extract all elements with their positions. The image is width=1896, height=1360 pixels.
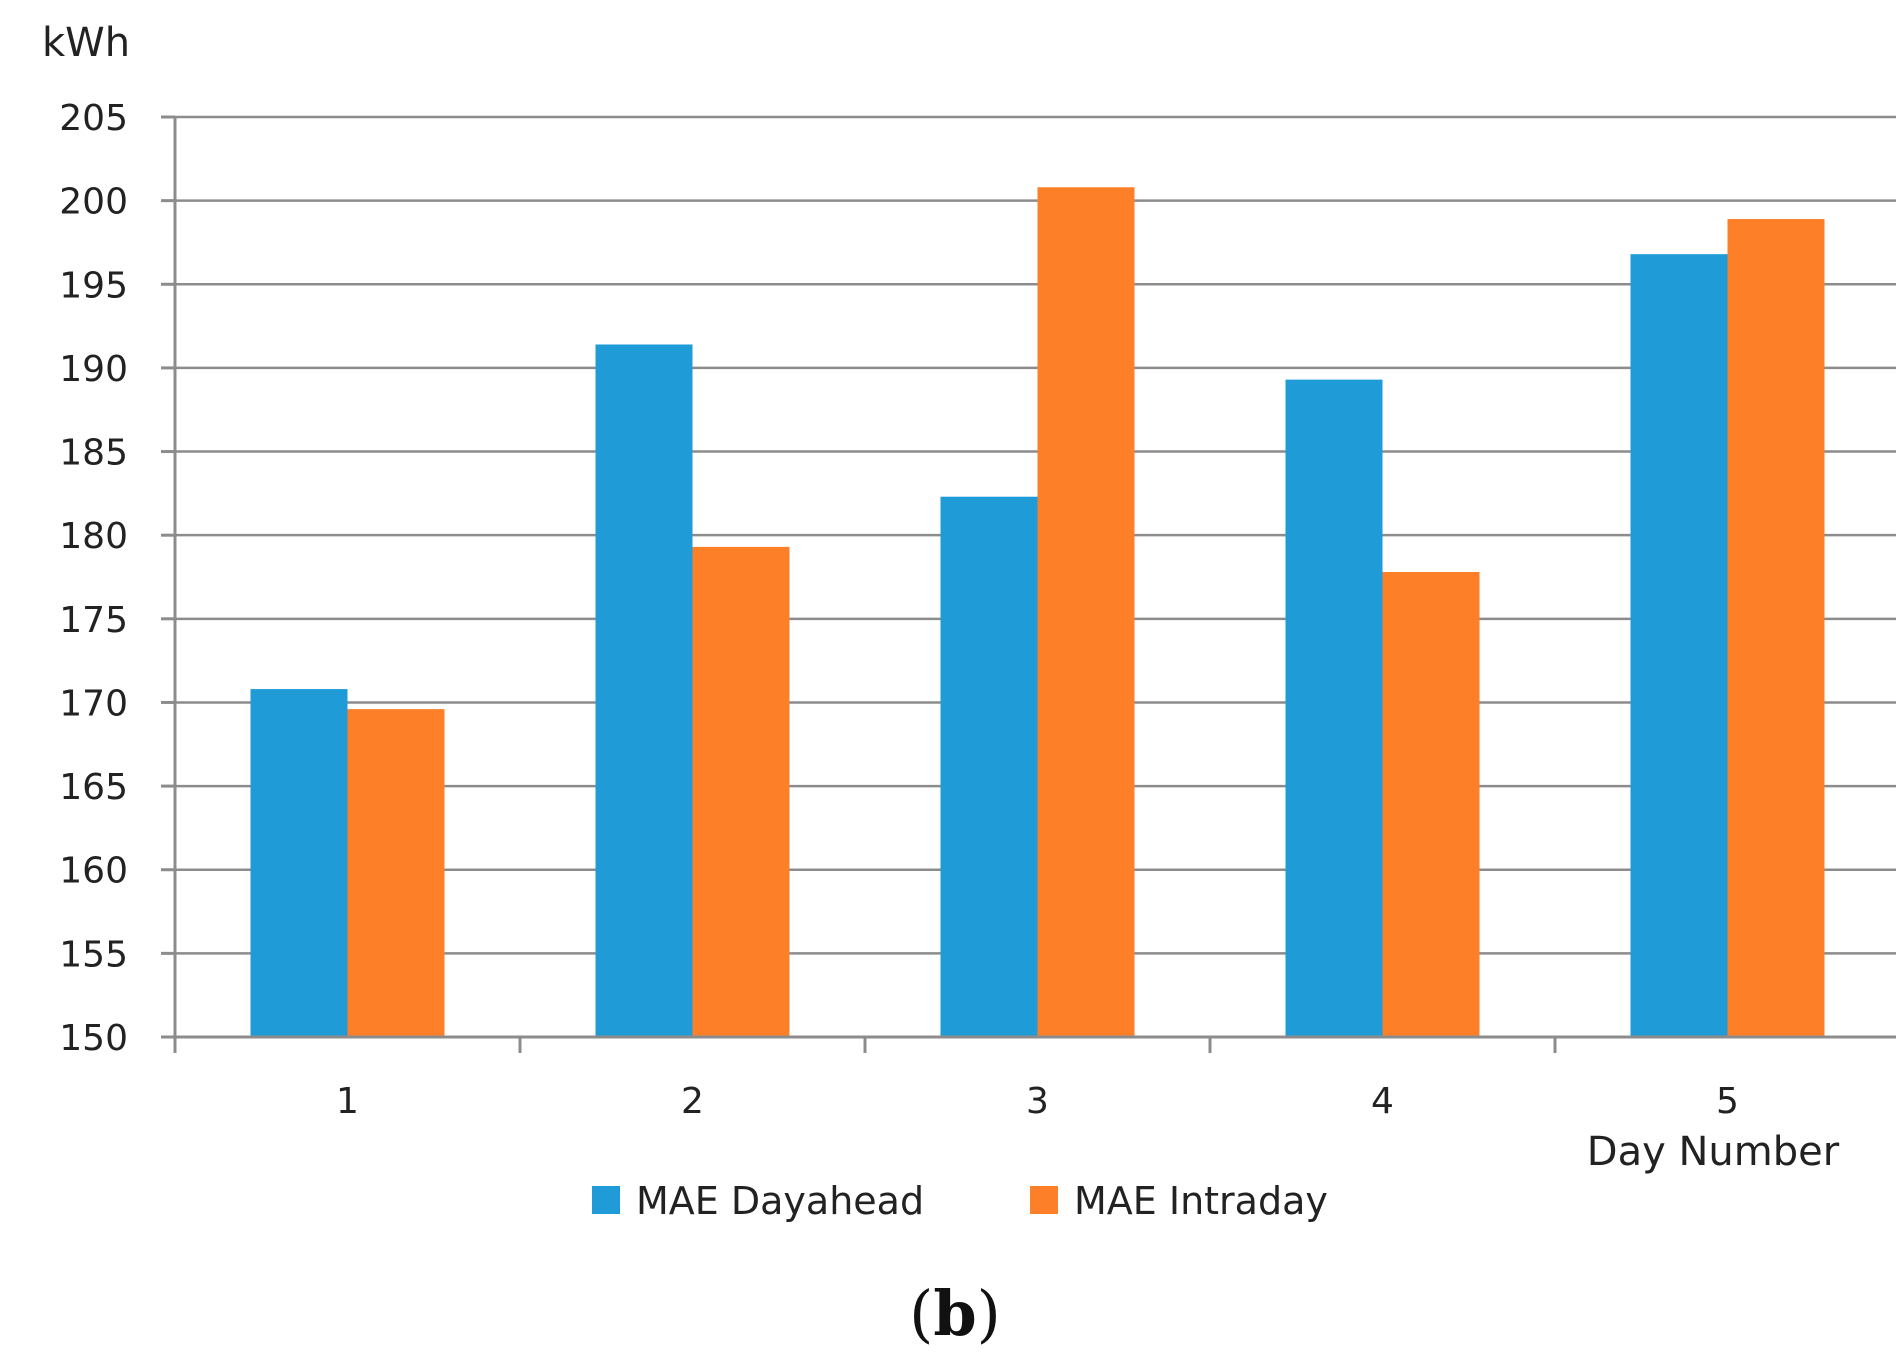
- x-tick-label: 3: [1026, 1081, 1049, 1122]
- bar-mae-dayahead-day-4: [1285, 379, 1383, 1038]
- y-tick-labels: 150 155 160 165 170 175 180 185 190 195 200 205: [59, 98, 128, 1059]
- bar-mae-intraday-day-1: [347, 709, 445, 1037]
- legend: MAE Dayahead MAE Intraday: [592, 1179, 1328, 1223]
- y-tick-label: 205: [59, 98, 128, 139]
- bar-mae-intraday-day-2: [692, 546, 790, 1037]
- x-tick-label: 2: [681, 1081, 704, 1122]
- y-tick-label: 170: [59, 683, 128, 724]
- y-tick-label: 190: [59, 349, 128, 390]
- legend-swatch-dayahead: [592, 1186, 620, 1214]
- bars: [250, 187, 1825, 1038]
- y-axis-title: kWh: [42, 20, 130, 66]
- legend-label-dayahead: MAE Dayahead: [636, 1179, 924, 1223]
- bar-mae-dayahead-day-2: [595, 344, 693, 1037]
- y-tick-label: 175: [59, 600, 128, 641]
- panel-label-close: ): [977, 1277, 1001, 1350]
- x-tick-labels: 1 2 3 4 5: [336, 1081, 1739, 1122]
- panel-label: (b): [909, 1277, 1001, 1350]
- x-tick-label: 4: [1371, 1081, 1394, 1122]
- bar-mae-dayahead-day-3: [940, 496, 1038, 1037]
- bar-mae-dayahead-day-1: [250, 689, 348, 1037]
- x-tick-label: 5: [1716, 1081, 1739, 1122]
- x-tick-label: 1: [336, 1081, 359, 1122]
- bar-mae-intraday-day-3: [1037, 187, 1135, 1038]
- bar-mae-intraday-day-5: [1727, 219, 1825, 1037]
- y-tick-label: 155: [59, 934, 128, 975]
- y-tick-label: 195: [59, 265, 128, 306]
- legend-label-intraday: MAE Intraday: [1074, 1179, 1328, 1223]
- bar-mae-intraday-day-4: [1382, 571, 1480, 1037]
- y-tick-label: 160: [59, 851, 128, 892]
- y-tick-label: 165: [59, 767, 128, 808]
- bar-mae-dayahead-day-5: [1630, 254, 1728, 1037]
- x-axis-title: Day Number: [1587, 1129, 1840, 1175]
- panel-label-open: (: [909, 1277, 933, 1350]
- legend-swatch-intraday: [1030, 1186, 1058, 1214]
- y-tick-label: 180: [59, 516, 128, 557]
- y-tick-label: 185: [59, 433, 128, 474]
- y-tick-label: 150: [59, 1018, 128, 1059]
- axes: [173, 117, 1896, 1039]
- y-tick-label: 200: [59, 182, 128, 223]
- panel-label-letter: b: [933, 1277, 976, 1350]
